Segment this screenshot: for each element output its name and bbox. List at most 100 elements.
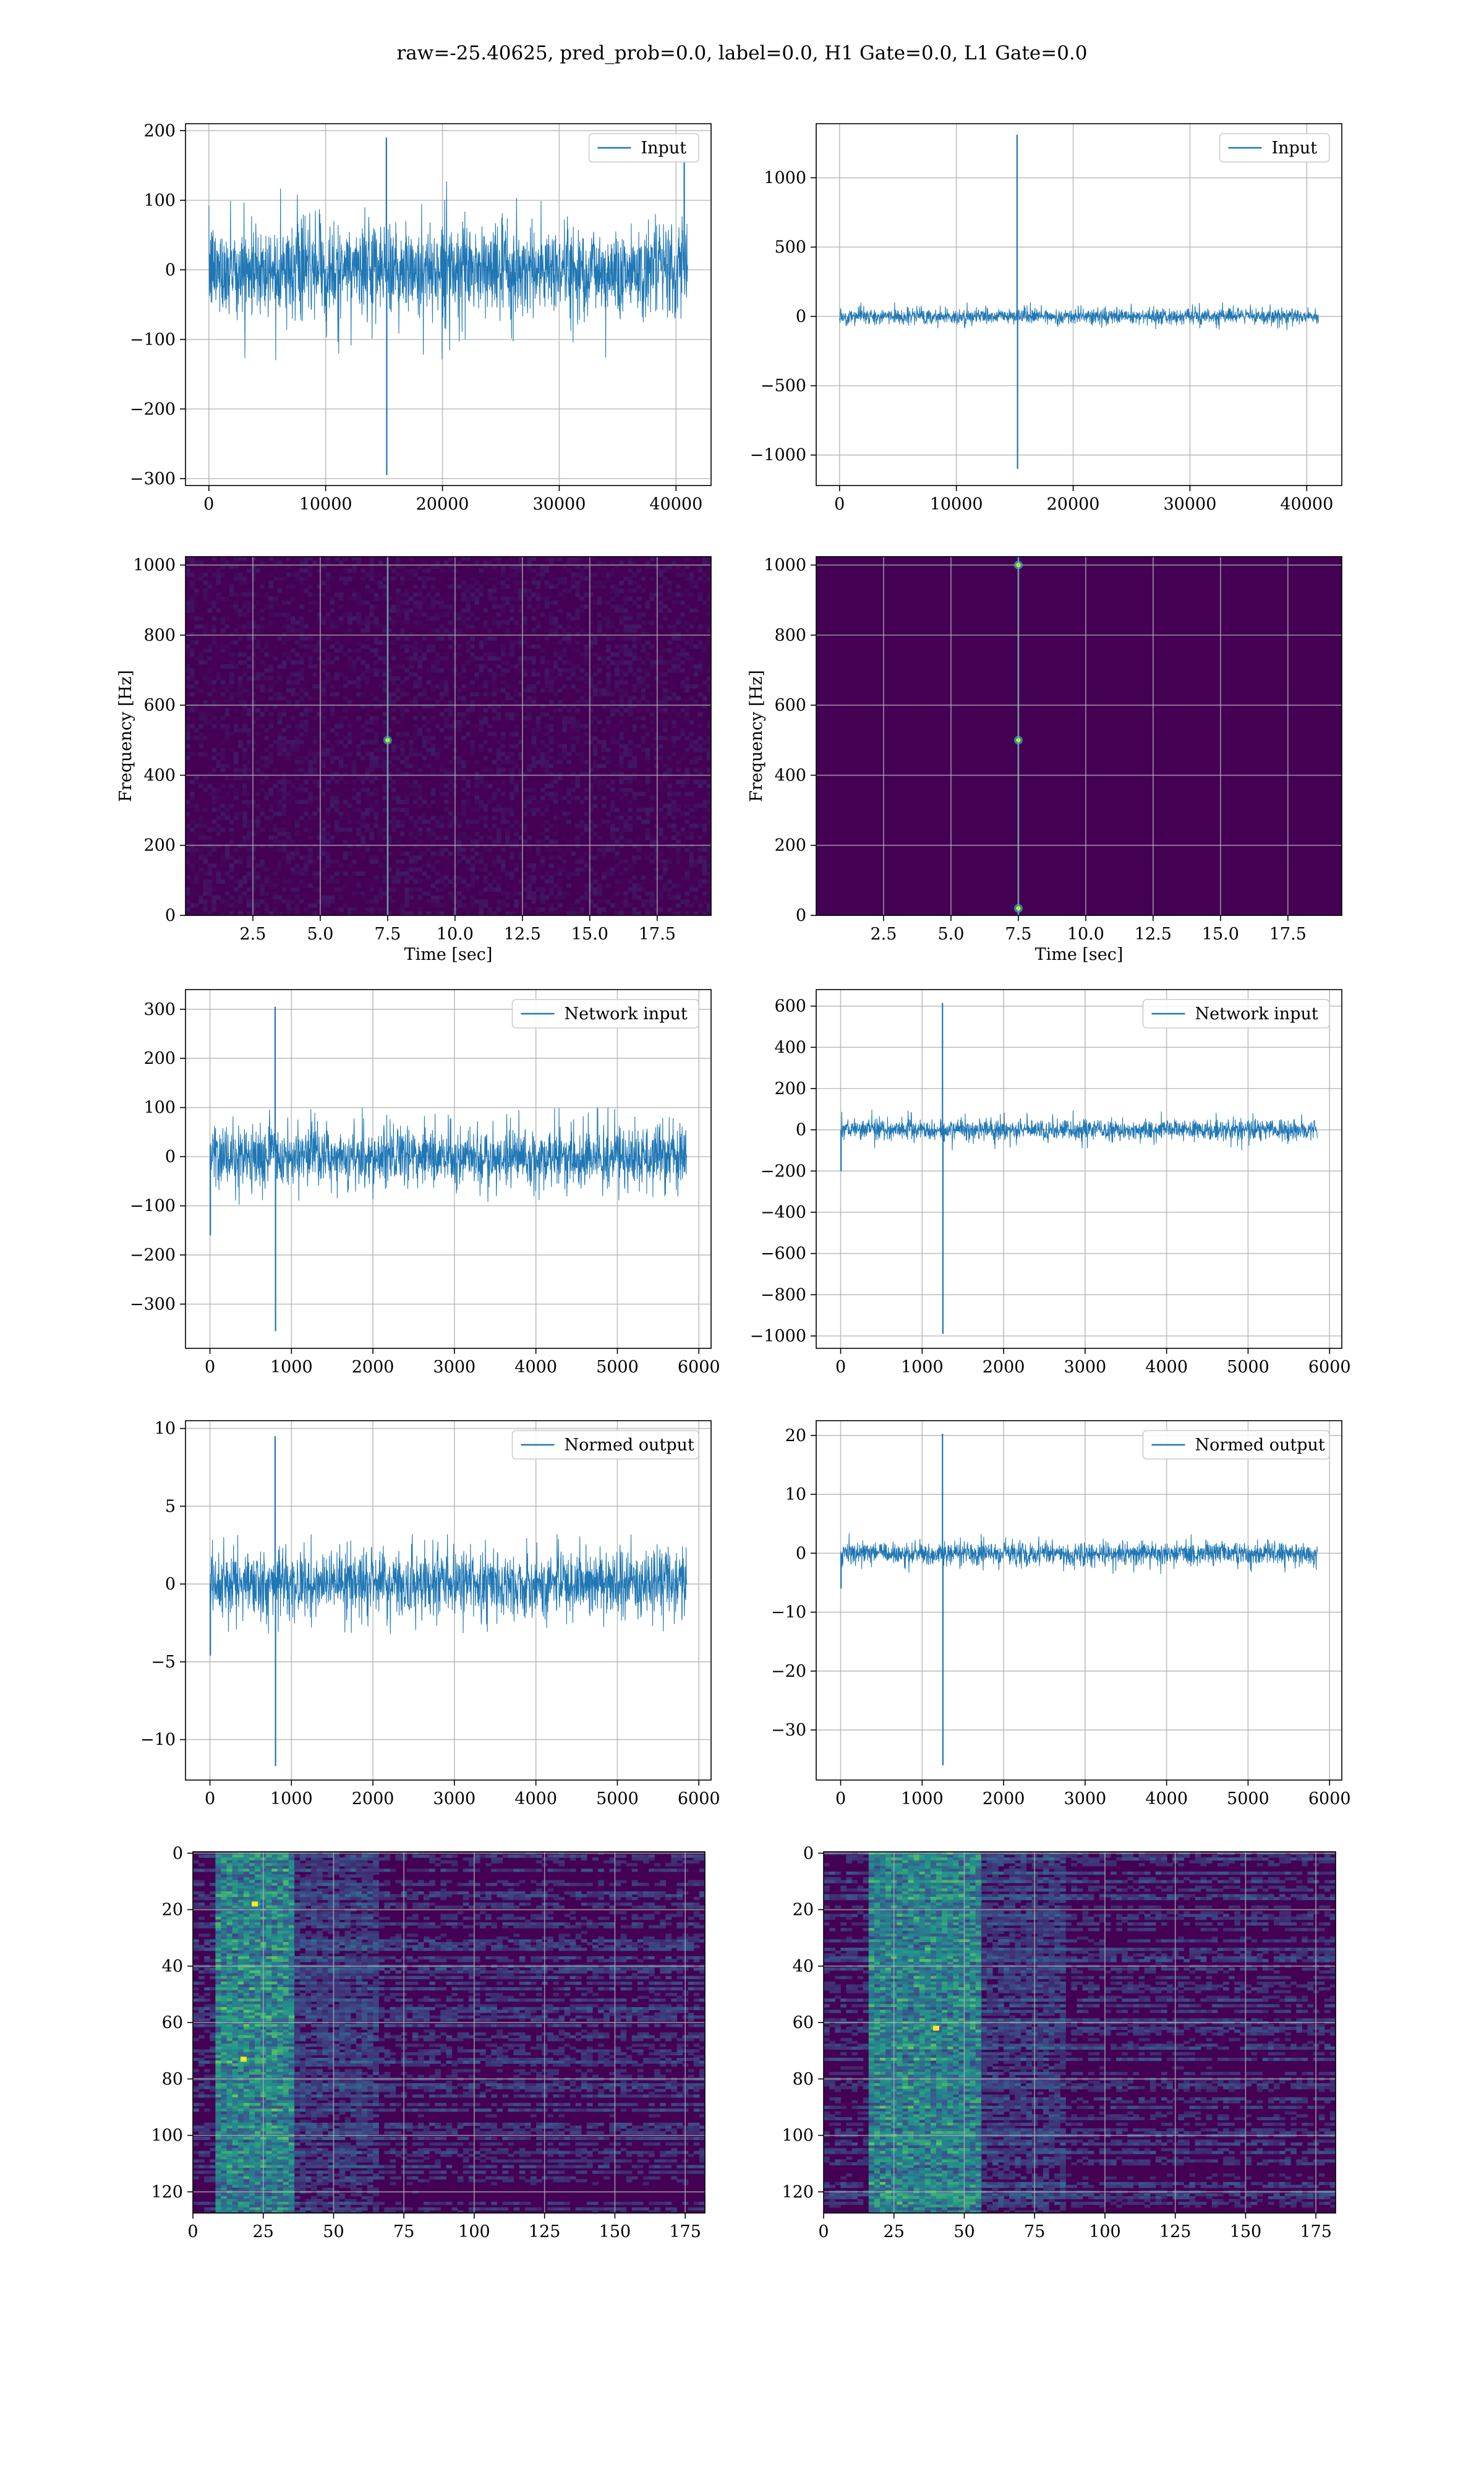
- spectrogram-cell: [457, 911, 462, 916]
- spectrogram-cell: [619, 795, 624, 800]
- spectrogram-cell: [514, 640, 519, 645]
- spectrogram-cell: [295, 871, 300, 876]
- spectrogram-cell: [273, 899, 278, 904]
- spectrogram-cell: [409, 836, 414, 841]
- spectrogram-cell: [575, 640, 580, 645]
- spectrogram-cell: [443, 811, 449, 816]
- spectrogram-cell: [251, 867, 256, 872]
- spectrogram-cell: [356, 593, 361, 597]
- spectrogram-cell: [448, 880, 453, 884]
- spectrogram-cell: [277, 672, 283, 677]
- spectrogram-cell: [286, 815, 291, 820]
- spectrogram-cell: [584, 760, 589, 764]
- spectrogram-cell: [365, 704, 370, 709]
- spectrogram-cell: [382, 668, 388, 673]
- spectrogram-cell: [514, 596, 519, 601]
- spectrogram-cell: [391, 787, 396, 792]
- spectrogram-cell: [514, 820, 519, 824]
- spectrogram-cell: [518, 557, 523, 561]
- spectrogram-cell: [535, 620, 541, 625]
- spectrogram-cell: [667, 756, 672, 761]
- spectrogram-cell: [409, 903, 414, 908]
- spectrogram-cell: [417, 887, 422, 892]
- spectrogram-cell: [264, 604, 270, 609]
- spectrogram-cell: [522, 668, 527, 673]
- spectrogram-cell: [628, 851, 633, 856]
- spectrogram-cell: [672, 720, 676, 725]
- spectrogram-cell: [597, 756, 602, 761]
- spectrogram-cell: [522, 836, 527, 841]
- spectrogram-cell: [224, 644, 230, 649]
- spectrogram-cell: [260, 811, 265, 816]
- spectrogram-cell: [606, 776, 611, 781]
- spectrogram-cell: [527, 756, 532, 761]
- spectrogram-cell: [255, 760, 260, 764]
- spectrogram-cell: [299, 704, 304, 709]
- spectrogram-cell: [396, 604, 401, 609]
- spectrogram-cell: [260, 859, 265, 864]
- spectrogram-cell: [544, 871, 550, 876]
- spectrogram-cell: [190, 600, 195, 605]
- spectrogram-cell: [435, 616, 440, 621]
- spectrogram-cell: [186, 600, 190, 605]
- spectrogram-cell: [527, 764, 532, 769]
- spectrogram-cell: [426, 720, 432, 725]
- spectrogram-cell: [233, 811, 239, 816]
- spectrogram-cell: [684, 680, 690, 685]
- spectrogram-cell: [194, 604, 199, 609]
- spectrogram-cell: [553, 815, 558, 820]
- spectrogram-cell: [592, 724, 598, 729]
- spectrogram-cell: [365, 652, 370, 657]
- spectrogram-cell: [601, 568, 607, 573]
- spectrogram-cell: [553, 839, 558, 844]
- spectrogram-cell: [291, 692, 296, 697]
- spectrogram-cell: [693, 803, 699, 808]
- spectrogram-cell: [676, 779, 681, 784]
- spectrogram-cell: [518, 604, 523, 609]
- spectrogram-cell: [352, 787, 357, 792]
- spectrogram-cell: [422, 820, 427, 824]
- spectrogram-cell: [281, 664, 287, 669]
- spectrogram-cell: [203, 716, 208, 721]
- spectrogram-cell: [317, 684, 322, 689]
- spectrogram-cell: [667, 880, 672, 884]
- spectrogram-cell: [584, 823, 589, 828]
- spectrogram-cell: [535, 728, 541, 733]
- spectrogram-cell: [443, 875, 449, 880]
- spectrogram-cell: [693, 875, 699, 880]
- spectrogram-cell: [247, 636, 252, 641]
- spectrogram-cell: [649, 795, 655, 800]
- spectrogram-cell: [203, 624, 208, 629]
- spectrogram-cell: [334, 808, 339, 812]
- spectrogram-cell: [233, 612, 239, 617]
- spectrogram-cell: [628, 891, 633, 896]
- spectrogram-cell: [663, 564, 668, 569]
- spectrogram-cell: [496, 803, 501, 808]
- spectrogram-cell: [194, 593, 199, 597]
- spectrogram-cell: [575, 800, 580, 805]
- spectrogram-cell: [518, 899, 523, 904]
- spectrogram-cell: [684, 656, 690, 661]
- spectrogram-cell: [443, 847, 449, 852]
- spectrogram-cell: [247, 604, 252, 609]
- spectrogram-cell: [659, 828, 663, 833]
- spectrogram-cell: [510, 700, 514, 704]
- spectrogram-cell: [479, 656, 484, 661]
- spectrogram-cell: [697, 883, 703, 888]
- spectrogram-cell: [628, 863, 633, 868]
- spectrogram-cell: [601, 859, 607, 864]
- spectrogram-cell: [264, 792, 270, 797]
- spectrogram-cell: [194, 632, 199, 637]
- spectrogram-cell: [597, 779, 602, 784]
- spectrogram-cell: [299, 688, 304, 693]
- spectrogram-cell: [260, 787, 265, 792]
- spectrogram-cell: [654, 851, 659, 856]
- spectrogram-cell: [352, 760, 357, 764]
- spectrogram-cell: [308, 899, 313, 904]
- spectrogram-cell: [649, 743, 655, 748]
- spectrogram-cell: [632, 820, 638, 824]
- spectrogram-cell: [238, 899, 243, 904]
- spectrogram-cell: [680, 616, 685, 621]
- spectrogram-cell: [623, 776, 628, 781]
- spectrogram-cell: [268, 760, 274, 764]
